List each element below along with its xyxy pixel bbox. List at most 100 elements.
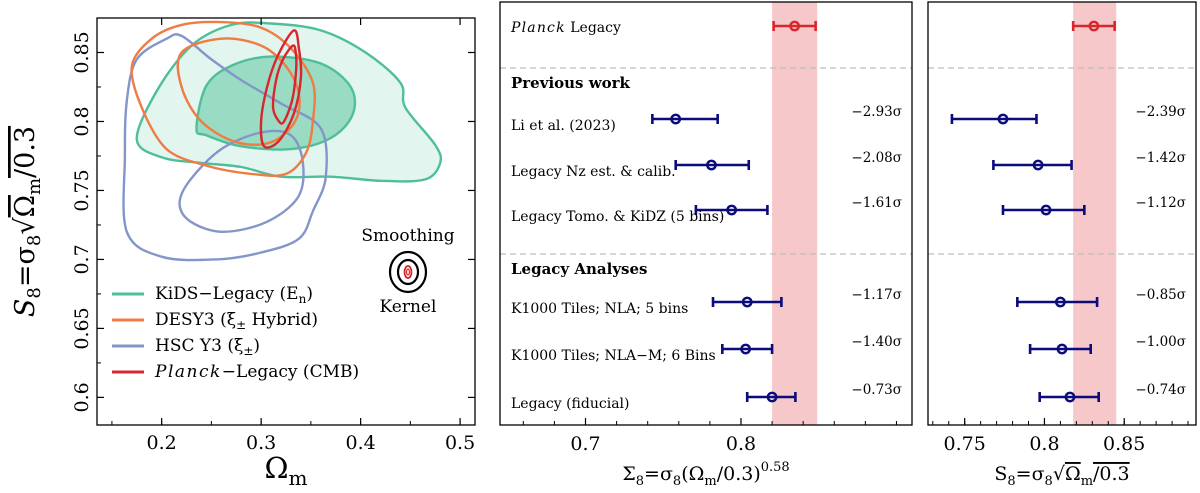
x-label-sub: 8 xyxy=(1007,474,1015,489)
data-point xyxy=(1055,296,1066,308)
legend-text: DESY3 (ξ xyxy=(155,310,236,330)
row-label: K1000 Tiles; NLA; 5 bins xyxy=(511,301,688,317)
y-tick-label: 0.8 xyxy=(71,106,93,136)
legend-label-desy3: DESY3 (ξ± Hybrid) xyxy=(155,310,318,332)
legend-sub: ± xyxy=(236,318,246,332)
x-label-tail: /0.3 xyxy=(1093,463,1130,485)
x-tick-label: 0.5 xyxy=(445,432,475,454)
tension-label: −1.42σ xyxy=(1135,150,1186,166)
tension-label: −2.08σ xyxy=(851,150,902,166)
tension-label: −2.93σ xyxy=(851,104,902,120)
y-label-omega: Ω xyxy=(10,195,41,217)
data-point xyxy=(706,159,717,171)
contour-kids-legacy-68- xyxy=(195,55,357,151)
data-point xyxy=(997,113,1009,125)
planck-band xyxy=(772,2,818,425)
y-label-eq: =σ xyxy=(10,246,41,287)
x-label-sub2: 8 xyxy=(1045,474,1053,489)
data-point xyxy=(726,204,738,216)
x-label-sqrt: √ xyxy=(1053,463,1066,485)
legend-sub: n xyxy=(299,292,307,306)
planck-point xyxy=(789,20,801,32)
legend-tail: Hybrid) xyxy=(246,310,318,330)
x-tick-label: 0.8 xyxy=(1029,433,1059,455)
x-label-sigma: Σ xyxy=(622,463,635,485)
x-label-sup: 0.58 xyxy=(761,460,790,475)
legend-text: −Legacy (CMB) xyxy=(222,362,359,382)
planck-italic: Planck xyxy=(510,20,566,36)
x-label-sub3: m xyxy=(704,474,716,489)
x-label-eq: =σ xyxy=(1016,463,1045,485)
sigma8-panel: Planck Legacy Previous work Legacy Analyse… xyxy=(499,1,913,489)
tension-label: −1.40σ xyxy=(851,334,902,350)
y-label-omega-sub: m xyxy=(24,178,45,195)
y-label-sqrt: √ xyxy=(10,217,41,235)
data-point xyxy=(1056,343,1068,355)
data-point xyxy=(740,343,752,355)
legend-tail: ) xyxy=(253,336,260,356)
s8-panel: −2.39σ −1.42σ −1.12σ −0.85σ −1.00σ −0.74σ 0.75… xyxy=(927,1,1197,489)
row-label: K1000 Tiles; NLA−M; 6 Bins xyxy=(511,348,716,364)
row-label: Legacy (fiducial) xyxy=(511,396,629,412)
x-axis-label-sub: m xyxy=(289,466,308,490)
legend-text: HSC Y3 (ξ xyxy=(155,336,243,356)
legend-sub: ± xyxy=(243,344,253,358)
x-tick-label: 0.85 xyxy=(1103,433,1145,455)
x-tick-label: 0.2 xyxy=(147,432,177,454)
x-axis-label-main: Ω xyxy=(264,451,288,485)
y-label-s: S xyxy=(10,299,41,318)
row-label: Legacy Nz est. & calib. xyxy=(511,164,676,180)
plot-frame xyxy=(927,1,1197,426)
y-tick-label: 0.7 xyxy=(71,244,93,274)
x-tick-label: 0.75 xyxy=(944,433,986,455)
contour-panel: 0.2 0.3 0.4 0.50.60.650.70.750.80.85ΩmS8=σ8… xyxy=(10,17,476,490)
plot-frame xyxy=(96,17,476,426)
contour-desy3-68- xyxy=(130,20,316,178)
contour-planck-legacy-95- xyxy=(259,29,303,149)
x-label-sub: 8 xyxy=(636,474,644,489)
data-point xyxy=(670,113,682,125)
tension-label: −2.39σ xyxy=(1135,104,1186,120)
x-label-sub3: m xyxy=(1081,474,1093,489)
tension-label: −0.85σ xyxy=(1135,287,1186,303)
tension-label: −1.12σ xyxy=(1135,195,1186,211)
x-label-s: S xyxy=(994,463,1007,485)
y-label-tail: /0.3 xyxy=(10,126,41,178)
planck-row-label: Planck Legacy xyxy=(510,20,621,36)
x-tick-label: 0.8 xyxy=(726,433,756,455)
kernel-red-ring xyxy=(403,265,413,279)
tension-label: −0.73σ xyxy=(851,382,902,398)
legend-text: KiDS−Legacy (E xyxy=(155,284,299,304)
legend-italic: Planck xyxy=(154,362,222,382)
legend-label-hsc: HSC Y3 (ξ±) xyxy=(155,336,260,358)
tension-label: −1.17σ xyxy=(851,287,902,303)
x-label-tail: /0.3) xyxy=(717,463,761,485)
y-label-sub: 8 xyxy=(24,287,45,298)
kernel-label-bottom: Kernel xyxy=(380,297,437,317)
y-tick-label: 0.85 xyxy=(71,31,93,73)
data-point xyxy=(1032,159,1044,171)
row-label: Li et al. (2023) xyxy=(511,118,616,134)
tension-label: −1.61σ xyxy=(851,195,902,211)
x-tick-label: 0.4 xyxy=(345,432,375,454)
y-tick-label: 0.75 xyxy=(71,169,93,211)
data-point xyxy=(741,296,753,308)
x-axis-label: Σ8=σ8(Ωm/0.3)0.58 xyxy=(622,460,789,489)
data-point xyxy=(766,391,778,403)
data-point xyxy=(1040,204,1052,216)
x-tick-label: 0.7 xyxy=(570,433,600,455)
contour-desy3-95- xyxy=(176,37,301,146)
x-label-omega: Ω xyxy=(1065,463,1081,485)
x-label-paren: (Ω xyxy=(681,463,704,485)
y-axis-label: S8=σ8√Ωm/0.3 xyxy=(10,126,45,317)
contour-hsc-y3-68- xyxy=(178,129,305,234)
kernel-outer-ring xyxy=(388,250,428,294)
tension-label: −1.00σ xyxy=(1135,334,1186,350)
section-title-legacy: Legacy Analyses xyxy=(511,260,647,278)
kernel-middle-ring xyxy=(396,258,420,286)
contour-planck-legacy-68- xyxy=(271,44,298,125)
x-axis-label: Ωm xyxy=(264,451,307,490)
plot-frame xyxy=(499,1,913,426)
planck-label-text: Legacy xyxy=(566,20,621,36)
kernel-red-inner xyxy=(405,268,411,276)
